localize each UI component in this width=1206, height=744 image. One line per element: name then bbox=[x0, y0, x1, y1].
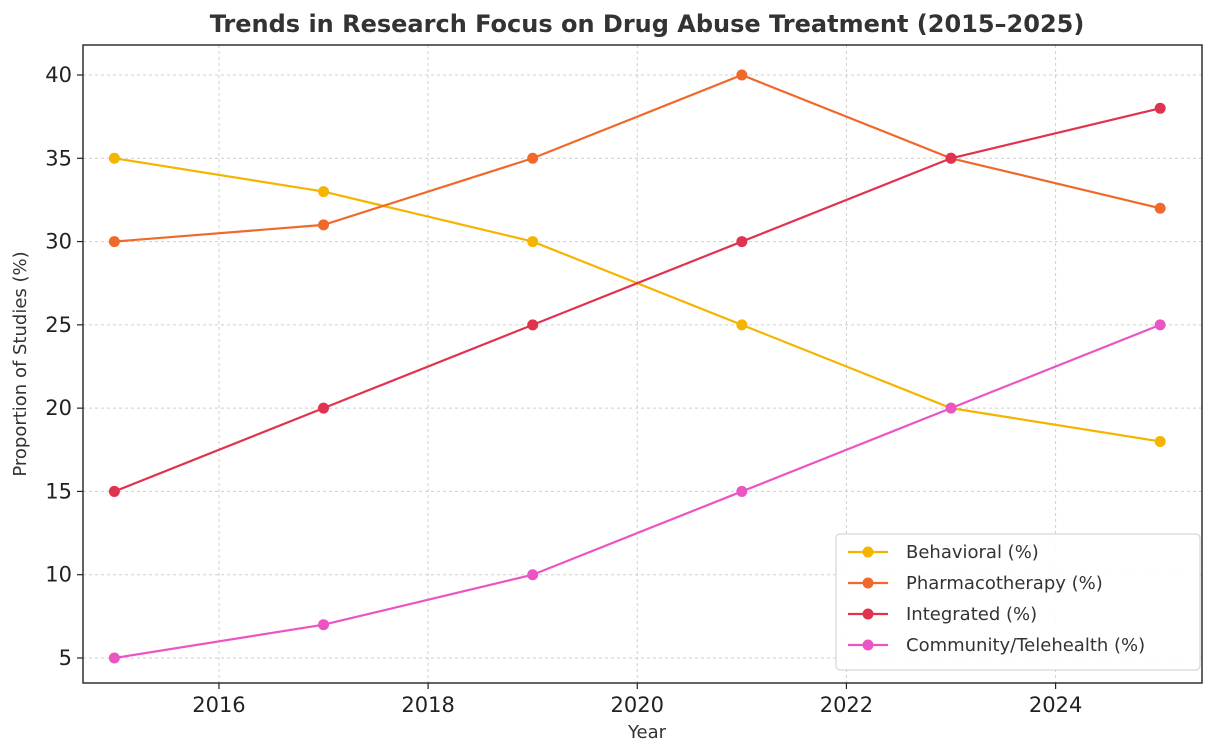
legend-box bbox=[835, 533, 1201, 671]
x-tick-label: 2016 bbox=[192, 693, 245, 717]
legend: Behavioral (%) Pharmacotherapy (%) Integra… bbox=[835, 533, 1201, 671]
data-point bbox=[1154, 102, 1166, 114]
legend-item: Community/Telehealth (%) bbox=[848, 635, 1145, 656]
legend-label: Pharmacotherapy (%) bbox=[906, 573, 1103, 594]
x-tick-label: 2022 bbox=[820, 693, 873, 717]
data-point bbox=[527, 236, 539, 248]
y-tick-label: 40 bbox=[45, 63, 72, 87]
data-point bbox=[318, 186, 330, 198]
legend-swatch-marker bbox=[862, 639, 874, 651]
legend-item: Behavioral (%) bbox=[848, 542, 1039, 563]
plot-frame bbox=[82, 44, 1203, 684]
x-axis-label: Year bbox=[627, 722, 667, 743]
data-point bbox=[945, 402, 957, 414]
data-point bbox=[527, 319, 539, 331]
y-axis-label: Proportion of Studies (%) bbox=[10, 251, 31, 476]
data-point bbox=[527, 569, 539, 581]
series-line bbox=[114, 323, 1161, 660]
data-point bbox=[1154, 319, 1166, 331]
series-layer bbox=[108, 69, 1166, 664]
data-point bbox=[1154, 202, 1166, 214]
data-point bbox=[736, 319, 748, 331]
x-tick-label: 2018 bbox=[401, 693, 454, 717]
legend-label: Integrated (%) bbox=[906, 604, 1037, 625]
y-tick-label: 20 bbox=[45, 396, 72, 420]
data-point bbox=[108, 485, 120, 497]
y-tick-label: 10 bbox=[45, 563, 72, 587]
legend-swatch-marker bbox=[862, 577, 874, 589]
data-point bbox=[736, 69, 748, 81]
data-point bbox=[108, 152, 120, 164]
legend-label: Community/Telehealth (%) bbox=[906, 635, 1145, 656]
data-point bbox=[318, 219, 330, 231]
series-3 bbox=[108, 319, 1166, 664]
data-point bbox=[108, 652, 120, 664]
series-2 bbox=[108, 102, 1166, 497]
axes: 2016 2018 2020 2022 2024 5 10 15 20 25 30 35 40 bbox=[45, 44, 1203, 717]
data-point bbox=[108, 236, 120, 248]
data-point bbox=[945, 152, 957, 164]
data-point bbox=[1154, 435, 1166, 447]
legend-swatch-marker bbox=[862, 546, 874, 558]
data-point bbox=[736, 485, 748, 497]
data-point bbox=[736, 236, 748, 248]
y-tick-label: 5 bbox=[59, 646, 72, 670]
series-line bbox=[114, 73, 1161, 243]
data-point bbox=[318, 619, 330, 631]
x-tick-label: 2020 bbox=[611, 693, 664, 717]
grid bbox=[83, 45, 1202, 683]
data-point bbox=[318, 402, 330, 414]
y-tick-label: 35 bbox=[45, 146, 72, 170]
legend-item: Pharmacotherapy (%) bbox=[848, 573, 1103, 594]
legend-item: Integrated (%) bbox=[848, 604, 1037, 625]
y-tick-label: 25 bbox=[45, 313, 72, 337]
y-tick-label: 30 bbox=[45, 230, 72, 254]
series-line bbox=[113, 107, 1161, 493]
x-tick-label: 2024 bbox=[1029, 693, 1082, 717]
y-tick-label: 15 bbox=[45, 479, 72, 503]
legend-swatch-marker bbox=[862, 608, 874, 620]
data-point bbox=[527, 152, 539, 164]
legend-label: Behavioral (%) bbox=[906, 542, 1039, 563]
chart-title: Trends in Research Focus on Drug Abuse T… bbox=[210, 10, 1085, 38]
